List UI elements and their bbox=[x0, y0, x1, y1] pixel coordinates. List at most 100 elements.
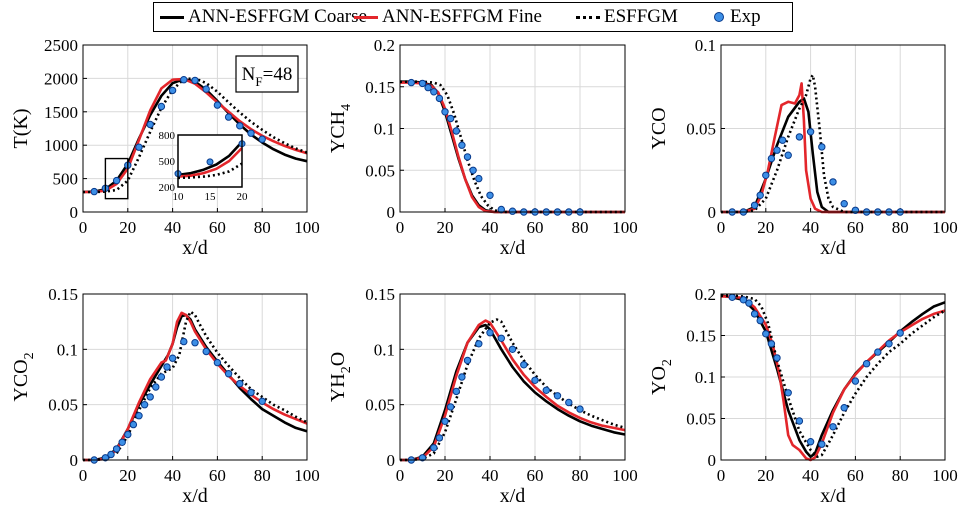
inset-y-tick-label: 200 bbox=[159, 182, 176, 194]
series-exp-point bbox=[247, 388, 255, 397]
x-tick-label: 0 bbox=[396, 218, 405, 237]
chart-panel-6: 0 20 40 60 80 100 0 0.05 0.1 0.15 0.2 x/d YO2 bbox=[648, 285, 958, 507]
series-exp-point bbox=[818, 440, 826, 448]
series-exp-point bbox=[773, 146, 781, 154]
legend-label-coarse: ANN-ESFFGM Coarse bbox=[188, 6, 367, 27]
y-tick-label: 0 bbox=[708, 451, 717, 470]
x-tick-label: 60 bbox=[527, 218, 544, 237]
y-axis-label: YCH4 bbox=[327, 104, 354, 153]
y-tick-label: 0.05 bbox=[365, 396, 395, 415]
series-line-ann-esffgm-coarse bbox=[720, 294, 946, 458]
x-tick-label: 0 bbox=[717, 466, 726, 485]
legend-item-exp: Exp bbox=[706, 3, 761, 31]
x-tick-label: 100 bbox=[612, 218, 638, 237]
y-tick-label: 2500 bbox=[44, 36, 78, 55]
series-exp-point bbox=[258, 397, 266, 405]
zoom-region-box bbox=[104, 157, 129, 200]
series-exp-point bbox=[112, 445, 121, 453]
series-exp-point bbox=[762, 171, 770, 180]
series-exp-point bbox=[756, 191, 764, 200]
series-exp-point bbox=[542, 386, 550, 394]
chart-panel-4: 0 20 40 60 80 100 0 0.05 0.1 0.15 x/d YCO2 bbox=[10, 285, 320, 507]
inset-series-line-ann-esffgm-fine bbox=[177, 147, 243, 178]
y-tick-label: 0 bbox=[70, 203, 79, 222]
x-tick-label: 100 bbox=[932, 466, 958, 485]
plot-frame bbox=[82, 44, 308, 213]
y-tick-label: 0 bbox=[387, 451, 396, 470]
chart-panel-2: 0 20 40 60 80 100 0 0.05 0.1 0.15 0.2 x/d YCH4 bbox=[327, 36, 638, 259]
series-exp-point bbox=[191, 76, 199, 85]
y-tick-label: 1000 bbox=[44, 136, 78, 155]
x-tick-label: 80 bbox=[254, 218, 271, 237]
series-exp-point bbox=[520, 361, 528, 369]
x-tick-label: 80 bbox=[892, 218, 909, 237]
plot-frame bbox=[82, 293, 308, 461]
x-axis-label: x/d bbox=[820, 237, 846, 259]
y-tick-label: 0.2 bbox=[374, 36, 395, 55]
chart-panel-1: 0 20 40 60 80 10005001000150020002500x/dT(K)N… bbox=[10, 36, 320, 259]
x-tick-label: 40 bbox=[802, 466, 819, 485]
y-tick-label: 0.15 bbox=[48, 285, 78, 304]
series-exp-point bbox=[107, 450, 115, 459]
series-exp-point bbox=[475, 174, 483, 183]
series-exp-point bbox=[750, 310, 759, 318]
series-exp-point bbox=[784, 151, 792, 159]
legend-item-coarse: ANN-ESFFGM Coarse bbox=[160, 3, 367, 31]
series-exp-point bbox=[458, 141, 466, 149]
x-tick-label: 0 bbox=[717, 218, 726, 237]
legend: ANN-ESFFGM Coarse ANN-ESFFGM Fine ESFFGM… bbox=[153, 2, 793, 32]
inset-series-exp-point bbox=[206, 158, 214, 166]
series-line-esffgm bbox=[721, 294, 946, 458]
series-exp-point bbox=[163, 363, 171, 371]
series-exp-point bbox=[146, 120, 154, 129]
y-tick-label: 0.1 bbox=[695, 368, 716, 387]
series-exp-point bbox=[756, 316, 764, 325]
inset-y-tick-label: 800 bbox=[159, 130, 176, 142]
x-tick-label: 40 bbox=[164, 466, 181, 485]
series-exp-point bbox=[135, 143, 143, 151]
series-exp-point bbox=[224, 113, 233, 121]
y-axis-label: T(K) bbox=[10, 109, 32, 149]
legend-label-fine: ANN-ESFFGM Fine bbox=[382, 6, 542, 27]
x-tick-label: 100 bbox=[932, 218, 958, 237]
series-exp-point bbox=[458, 373, 466, 381]
series-exp-point bbox=[407, 78, 415, 87]
y-tick-label: 0.05 bbox=[686, 410, 716, 429]
series-exp-point bbox=[767, 340, 776, 348]
series-exp-point bbox=[152, 383, 160, 391]
series-exp-point bbox=[202, 85, 210, 93]
inset-x-tick-label: 10 bbox=[173, 191, 185, 203]
series-exp-point bbox=[469, 166, 477, 175]
y-tick-label: 0.1 bbox=[374, 120, 395, 139]
y-tick-label: 0.15 bbox=[365, 285, 395, 304]
series-exp-point bbox=[795, 417, 804, 425]
y-axis-label: YO2 bbox=[648, 359, 675, 395]
x-tick-label: 100 bbox=[612, 466, 638, 485]
x-axis-label: x/d bbox=[500, 485, 526, 507]
series-exp-point bbox=[463, 356, 472, 365]
x-tick-label: 20 bbox=[757, 218, 774, 237]
series-exp-point bbox=[135, 412, 143, 420]
x-tick-label: 0 bbox=[396, 466, 405, 485]
x-tick-label: 100 bbox=[294, 218, 320, 237]
series-exp-point bbox=[146, 393, 154, 401]
series-exp-point bbox=[885, 340, 893, 348]
plot-frame bbox=[720, 293, 946, 461]
legend-label-exp: Exp bbox=[730, 6, 761, 27]
plot-frame bbox=[399, 293, 626, 461]
series-exp-point bbox=[157, 102, 166, 111]
plot-area bbox=[83, 294, 307, 460]
x-tick-label: 60 bbox=[527, 466, 544, 485]
inset-x-tick-label: 15 bbox=[205, 191, 217, 203]
series-exp-point bbox=[90, 187, 98, 196]
series-exp-point bbox=[739, 296, 748, 304]
series-exp-point bbox=[168, 86, 177, 95]
series-exp-point bbox=[475, 340, 483, 348]
x-tick-label: 80 bbox=[892, 466, 909, 485]
series-exp-point bbox=[874, 348, 882, 356]
series-exp-point bbox=[101, 454, 110, 462]
plot-area bbox=[400, 294, 625, 460]
y-tick-label: 2000 bbox=[44, 69, 78, 88]
series-line-esffgm bbox=[83, 310, 308, 462]
series-exp-point bbox=[435, 94, 444, 103]
